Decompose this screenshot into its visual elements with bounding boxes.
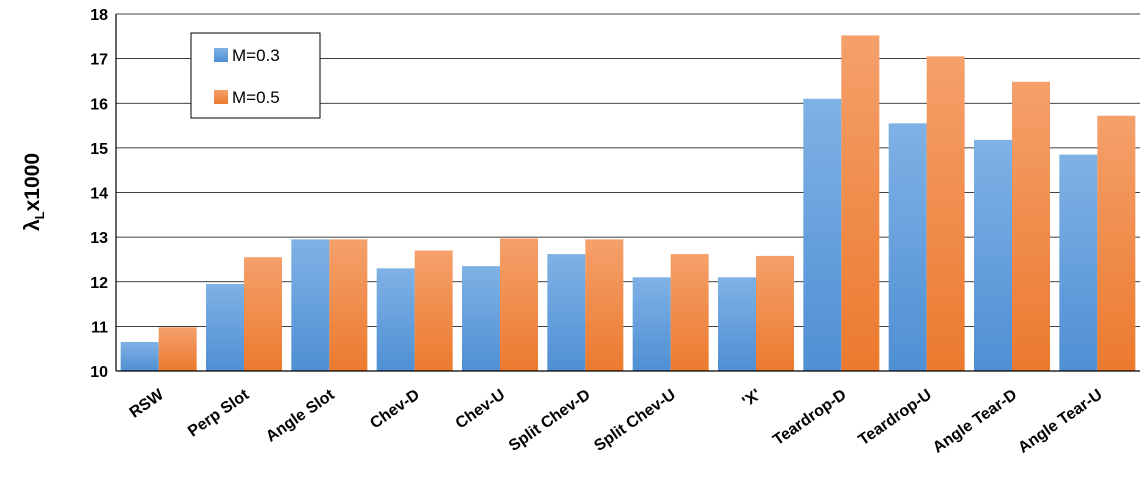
bar-m05 (585, 239, 624, 371)
y-tick-label: 18 (90, 7, 108, 24)
bar-m03 (291, 239, 330, 371)
bar-m03 (803, 98, 842, 371)
x-tick-label: Angle Tear-D (930, 386, 1020, 456)
bar-m05 (926, 56, 965, 372)
bar-m05 (500, 238, 538, 371)
y-tick-label: 15 (90, 141, 108, 158)
y-tick-label: 16 (90, 96, 108, 113)
x-tick-label: RSW (127, 386, 168, 422)
axes (115, 14, 1140, 372)
legend-box (190, 32, 321, 119)
legend-label-m05: M=0.5 (232, 88, 280, 107)
y-tick-labels: 10 11 12 13 14 15 16 17 18 (90, 7, 108, 381)
bar-m03 (1059, 154, 1098, 371)
x-tick-label: Teardrop-U (856, 386, 935, 449)
bar-m05 (1012, 81, 1050, 371)
y-tick-label: 12 (90, 275, 108, 292)
bar-m05 (414, 250, 453, 371)
bar-m03 (632, 277, 671, 371)
bar-m03 (376, 268, 415, 371)
legend: M=0.3 M=0.5 (190, 32, 321, 119)
x-tick-label: Chev-U (453, 386, 509, 432)
y-tick-label: 10 (90, 364, 108, 381)
x-tick-label: Split Chev-U (591, 386, 679, 454)
y-tick-label: 17 (90, 52, 108, 69)
x-tick-label: Teardrop-D (770, 386, 849, 449)
bar-m05 (670, 254, 709, 371)
x-tick-label: Split Chev-D (506, 386, 594, 454)
x-tick-label: Chev-D (367, 386, 423, 432)
bar-m03 (120, 341, 159, 371)
y-tick-label: 13 (90, 230, 108, 247)
bar-m03 (547, 254, 586, 371)
bar-m05 (158, 327, 197, 371)
bar-m05 (756, 255, 794, 371)
bar-m03 (206, 283, 244, 371)
legend-swatch-m05 (214, 90, 228, 104)
legend-label-m03: M=0.3 (232, 46, 280, 65)
y-axis-label: λLx1000 (21, 153, 47, 231)
bar-m03 (888, 123, 927, 371)
bar-m05 (841, 35, 880, 372)
bar-m05 (244, 257, 282, 371)
bar-m03 (718, 277, 756, 371)
bar-m05 (329, 239, 368, 371)
x-tick-label: Angle Slot (263, 386, 338, 446)
x-tick-label: Angle Tear-U (1015, 386, 1105, 456)
bars (120, 35, 1136, 372)
bar-m03 (462, 266, 500, 371)
bar-m03 (974, 139, 1012, 371)
x-tick-label: 'X' (740, 386, 765, 410)
legend-swatch-m03 (214, 48, 228, 62)
y-tick-label: 14 (90, 186, 108, 203)
x-tick-label: Perp Slot (185, 386, 253, 441)
x-tick-labels: RSW Perp Slot Angle Slot Chev-D Chev-USplit … (127, 386, 1106, 457)
bar-m05 (1097, 115, 1136, 372)
y-tick-label: 11 (91, 319, 108, 336)
